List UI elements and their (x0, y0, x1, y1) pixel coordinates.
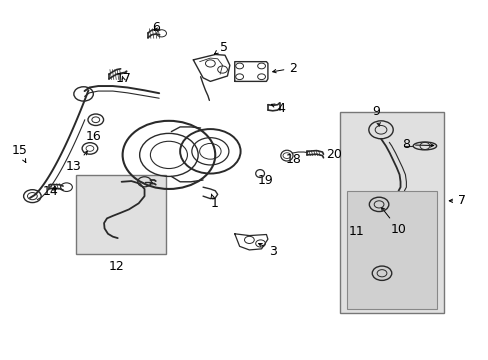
Bar (339, 112, 444, 313)
Text: 6: 6 (151, 21, 160, 34)
Text: 17: 17 (115, 72, 131, 85)
Text: 9: 9 (371, 105, 380, 126)
Text: 3: 3 (258, 243, 276, 257)
Text: 20: 20 (326, 148, 342, 161)
Text: 14: 14 (42, 185, 58, 198)
Text: 2: 2 (272, 62, 297, 75)
Text: 10: 10 (381, 207, 406, 236)
Text: 5: 5 (214, 41, 227, 54)
Text: 19: 19 (258, 174, 273, 186)
Text: 15: 15 (11, 144, 27, 162)
Text: 16: 16 (85, 130, 101, 144)
Text: 7: 7 (448, 194, 465, 207)
Text: 13: 13 (66, 151, 87, 173)
Text: 4: 4 (271, 102, 285, 115)
Text: 11: 11 (347, 225, 364, 238)
Text: 18: 18 (285, 153, 301, 166)
Text: 8: 8 (401, 138, 433, 151)
Text: 1: 1 (210, 194, 218, 210)
Bar (346, 191, 436, 309)
Bar (76, 175, 166, 253)
Text: 12: 12 (109, 260, 124, 273)
